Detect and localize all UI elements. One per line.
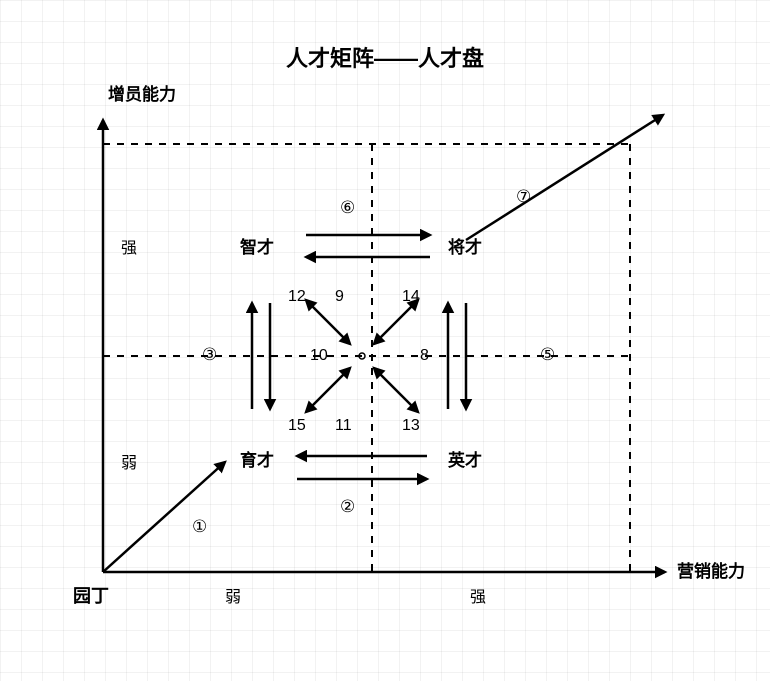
circled-number: ③ xyxy=(202,345,217,364)
origin-label: 园丁 xyxy=(73,586,109,606)
number-label: 9 xyxy=(335,288,344,305)
circled-number: ① xyxy=(192,517,207,536)
circled-number: ⑥ xyxy=(340,198,355,217)
quadrant-label: 将才 xyxy=(448,237,482,257)
quadrant-label: 智才 xyxy=(240,237,274,257)
number-label: 12 xyxy=(288,288,306,305)
center-arrow xyxy=(374,368,418,412)
number-label: 13 xyxy=(402,417,420,434)
center-arrow xyxy=(306,368,350,412)
y-axis-title: 增员能力 xyxy=(108,84,176,104)
y-tick-label: 强 xyxy=(121,240,137,257)
center-arrow xyxy=(374,300,418,344)
x-tick-label: 强 xyxy=(470,589,486,606)
quadrant-label: 英才 xyxy=(448,450,482,470)
x-axis-title: 营销能力 xyxy=(677,561,745,581)
number-label: 8 xyxy=(420,347,429,364)
circled-number: ② xyxy=(340,497,355,516)
circled-number: ⑤ xyxy=(540,345,555,364)
y-tick-label: 弱 xyxy=(121,454,137,472)
number-label: 10 xyxy=(310,347,328,364)
quadrant-label: 育才 xyxy=(240,450,274,470)
center-arrow xyxy=(306,300,350,344)
arrow-7 xyxy=(466,115,663,240)
x-tick-label: 弱 xyxy=(225,588,241,606)
chart-title: 人才矩阵——人才盘 xyxy=(286,46,484,71)
number-label: 11 xyxy=(335,417,352,434)
number-label: 15 xyxy=(288,417,306,434)
